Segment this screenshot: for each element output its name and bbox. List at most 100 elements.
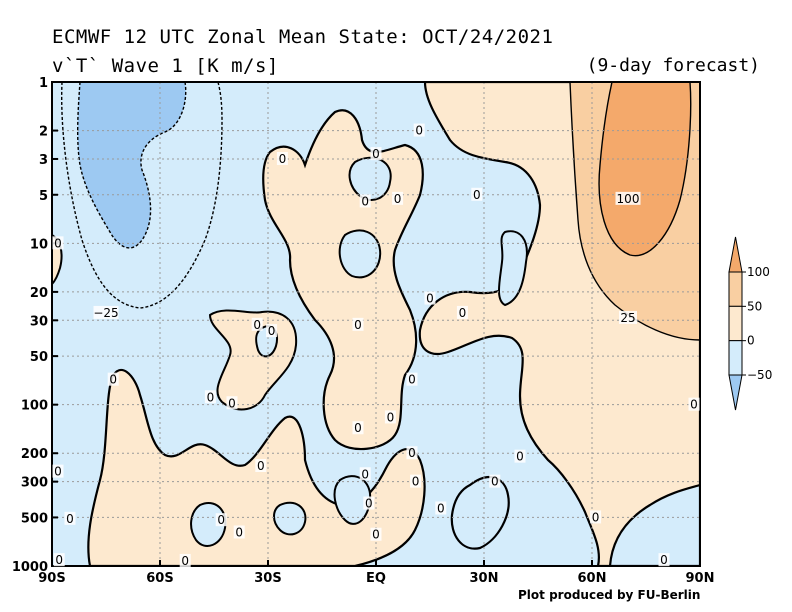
region-negative-low1 bbox=[273, 501, 307, 536]
contour-label-bg bbox=[276, 151, 288, 165]
y-tick-label: 1 bbox=[39, 76, 48, 91]
contour-label: 0 bbox=[690, 398, 698, 412]
contour-label: 0 bbox=[516, 450, 524, 464]
contour-label: 0 bbox=[408, 446, 416, 460]
contour-label-bg bbox=[204, 390, 216, 404]
contour-label: 0 bbox=[361, 467, 369, 481]
contour-label-bg bbox=[413, 123, 425, 137]
contour-label-bg bbox=[410, 474, 422, 488]
contour-label: 0 bbox=[592, 510, 600, 524]
contour-label: 0 bbox=[387, 410, 395, 424]
contour-label-bg bbox=[370, 527, 382, 541]
contour-label: 0 bbox=[426, 292, 434, 306]
contour-label-bg bbox=[619, 310, 637, 324]
region-negative-sh-upper bbox=[76, 82, 187, 249]
x-tick-label: 90N bbox=[686, 571, 715, 586]
contour-label: 0 bbox=[217, 513, 225, 527]
contour-label-bg bbox=[392, 191, 404, 205]
contour-label-bg bbox=[359, 194, 371, 208]
colorbar-top-arrow bbox=[728, 236, 743, 273]
contour-label-bg bbox=[255, 459, 267, 473]
x-tick-label: 90S bbox=[38, 571, 65, 586]
x-tick-label: 30S bbox=[254, 571, 281, 586]
contour-label-bg bbox=[363, 496, 375, 510]
contour-label: 0 bbox=[181, 554, 189, 568]
colorbar-bottom-arrow bbox=[728, 374, 743, 411]
contour-label: 0 bbox=[473, 188, 481, 202]
contour-label-bg bbox=[359, 467, 371, 481]
contour-label: 0 bbox=[228, 396, 236, 410]
y-tick-label: 20 bbox=[30, 286, 48, 301]
y-tick-label: 1000 bbox=[12, 560, 48, 575]
contour-label: 0 bbox=[54, 236, 62, 250]
contour-label: −25 bbox=[93, 306, 118, 320]
contour-label: 0 bbox=[660, 553, 668, 567]
colorbar-band bbox=[728, 305, 743, 342]
contour-label-bg bbox=[352, 317, 364, 331]
contour-label-bg bbox=[52, 236, 64, 250]
region-positive-nh-heavy bbox=[598, 82, 692, 257]
contour-label-bg bbox=[456, 305, 468, 319]
x-tick-label: 60N bbox=[578, 571, 607, 586]
contour-label: 0 bbox=[459, 306, 467, 320]
contour-label-bg bbox=[514, 449, 526, 463]
contour-label: 0 bbox=[55, 553, 63, 567]
y-tick-label: 50 bbox=[30, 350, 48, 365]
x-tick-label: EQ bbox=[366, 571, 386, 586]
y-tick-label: 3 bbox=[39, 153, 48, 168]
contour-label-bg bbox=[215, 513, 227, 527]
contour-label: 0 bbox=[253, 318, 261, 332]
contour-label-bg bbox=[406, 446, 418, 460]
contour-label-bg bbox=[64, 511, 76, 525]
contour-label: 0 bbox=[372, 147, 380, 161]
contour-label: 0 bbox=[207, 390, 215, 404]
contour-label: 0 bbox=[354, 318, 362, 332]
contour-label-bg bbox=[471, 187, 483, 201]
contour-label: 0 bbox=[354, 421, 362, 435]
contour-label: 0 bbox=[437, 501, 445, 515]
contour-label: 0 bbox=[408, 373, 416, 387]
contour-label-bg bbox=[93, 305, 119, 319]
y-tick-label: 30 bbox=[30, 314, 48, 329]
colorbar-tick-label: 50 bbox=[747, 299, 762, 313]
y-tick-label: 100 bbox=[21, 399, 48, 414]
contour-label-bg bbox=[688, 397, 700, 411]
contour-label-bg bbox=[107, 372, 119, 386]
y-axis: 1 2 3 5 10 20 30 50 100 200 300 500 1000 bbox=[12, 76, 58, 575]
region-negative-cavity2 bbox=[338, 229, 382, 279]
colorbar-tick-label: −50 bbox=[747, 368, 772, 382]
x-axis: 90S 60S 30S EQ 30N 60N 90N bbox=[38, 560, 714, 586]
contour-label-bg bbox=[435, 501, 447, 515]
y-tick-label: 300 bbox=[21, 476, 48, 491]
contour-label: 0 bbox=[268, 324, 276, 338]
contour-label: 0 bbox=[491, 475, 499, 489]
contour-label-bg bbox=[424, 291, 436, 305]
contour-label: 0 bbox=[394, 192, 402, 206]
contour-label-bg bbox=[251, 317, 263, 331]
contour-label-bg bbox=[615, 191, 641, 205]
contour-label-bg bbox=[52, 464, 64, 478]
contour-label: 0 bbox=[372, 528, 380, 542]
contour-label: 0 bbox=[66, 512, 74, 526]
contour-label-bg bbox=[233, 525, 245, 539]
contour-label-bg bbox=[370, 147, 382, 161]
chart-title: ECMWF 12 UTC Zonal Mean State: OCT/24/20… bbox=[52, 26, 554, 48]
x-tick-label: 60S bbox=[146, 571, 173, 586]
y-tick-label: 5 bbox=[39, 189, 48, 204]
colorbar: −50 0 50 100 bbox=[728, 236, 772, 411]
contour-label: 25 bbox=[620, 311, 635, 325]
contour-label-bg bbox=[590, 510, 602, 524]
region-negative-nh-low bbox=[608, 483, 700, 566]
contour-label-bg bbox=[658, 553, 670, 567]
contour-label: 0 bbox=[361, 194, 369, 208]
contour-label: 0 bbox=[415, 124, 423, 138]
contour-label: 0 bbox=[235, 526, 243, 540]
forecast-note: (9-day forecast) bbox=[586, 55, 760, 76]
contour-minus25 bbox=[61, 82, 223, 309]
contour-label-bg bbox=[489, 474, 501, 488]
colorbar-band bbox=[728, 271, 743, 307]
region-negative-nh-mid bbox=[450, 475, 510, 550]
y-tick-label: 10 bbox=[30, 237, 48, 252]
